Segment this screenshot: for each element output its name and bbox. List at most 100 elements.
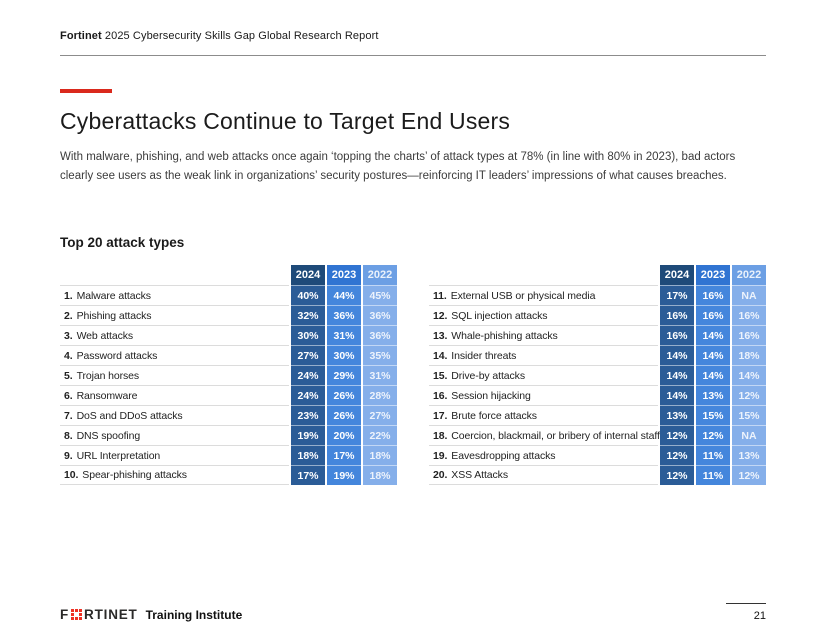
value-2024: 27%	[291, 345, 325, 366]
year-column-header-2024: 2024	[660, 265, 694, 286]
attack-name-cell: 14. Insider threats	[429, 345, 658, 365]
attack-rank: 9.	[64, 449, 73, 462]
value-2022: 12%	[732, 385, 766, 406]
value-2023: 19%	[327, 465, 361, 486]
attack-tables: 2024 2023 2022 1. Malware attacks 40% 44% 45% 2.…	[60, 265, 766, 486]
attack-name: Coercion, blackmail, or bribery of inter…	[451, 429, 660, 442]
logo-dot	[79, 617, 83, 620]
value-2022: 31%	[363, 365, 397, 386]
logo-letter-f: F	[60, 607, 70, 622]
value-2024: 24%	[291, 385, 325, 406]
attack-row: 20. XSS Attacks 12% 11% 12%	[429, 465, 766, 486]
header-brand: Fortinet	[60, 30, 102, 42]
attack-row: 5. Trojan horses 24% 29% 31%	[60, 365, 397, 386]
fortinet-logo: F RTINET	[60, 607, 138, 622]
value-2024: 12%	[660, 425, 694, 446]
value-2022: 13%	[732, 445, 766, 466]
year-column-header-2024: 2024	[291, 265, 325, 286]
table-header-spacer	[60, 265, 289, 285]
section-title: Top 20 attack types	[60, 235, 185, 251]
value-2024: 30%	[291, 325, 325, 346]
value-2022: 27%	[363, 405, 397, 426]
attack-name-cell: 11. External USB or physical media	[429, 285, 658, 305]
table-header-row: 2024 2023 2022	[429, 265, 766, 286]
value-2024: 12%	[660, 465, 694, 486]
value-2022: 22%	[363, 425, 397, 446]
value-2022: NA	[732, 425, 766, 446]
attack-rank: 4.	[64, 349, 73, 362]
value-2022: 36%	[363, 325, 397, 346]
value-2024: 40%	[291, 285, 325, 306]
attack-name-cell: 16. Session hijacking	[429, 385, 658, 405]
value-2022: 16%	[732, 305, 766, 326]
attack-name: Eavesdropping attacks	[451, 449, 556, 462]
attack-name: Spear-phishing attacks	[82, 469, 187, 482]
attack-name: DNS spoofing	[76, 429, 141, 442]
attack-rank: 13.	[433, 329, 448, 342]
attack-row: 19. Eavesdropping attacks 12% 11% 13%	[429, 445, 766, 466]
value-2023: 16%	[696, 305, 730, 326]
attack-name-cell: 8. DNS spoofing	[60, 425, 289, 445]
value-2024: 12%	[660, 445, 694, 466]
document-footer: F RTINET Training Institute 21	[60, 603, 766, 622]
attack-rank: 1.	[64, 289, 73, 302]
value-2022: 18%	[363, 445, 397, 466]
attack-name-cell: 13. Whale-phishing attacks	[429, 325, 658, 345]
accent-dash	[60, 89, 112, 93]
attack-name: External USB or physical media	[450, 289, 596, 302]
attack-row: 9. URL Interpretation 18% 17% 18%	[60, 445, 397, 466]
attack-row: 11. External USB or physical media 17% 16% N…	[429, 285, 766, 306]
attack-table-right: 2024 2023 2022 11. External USB or physical …	[429, 265, 766, 486]
attack-name: Trojan horses	[76, 369, 140, 382]
logo-dot	[75, 609, 79, 612]
value-2024: 18%	[291, 445, 325, 466]
attack-name: Phishing attacks	[76, 309, 152, 322]
attack-rank: 19.	[433, 449, 448, 462]
attack-name: Password attacks	[76, 349, 158, 362]
value-2024: 19%	[291, 425, 325, 446]
attack-name: Insider threats	[451, 349, 517, 362]
attack-rank: 18.	[433, 429, 448, 442]
attack-row: 8. DNS spoofing 19% 20% 22%	[60, 425, 397, 446]
header-report-title: 2025 Cybersecurity Skills Gap Global Res…	[104, 30, 379, 42]
value-2022: 28%	[363, 385, 397, 406]
value-2023: 30%	[327, 345, 361, 366]
value-2024: 17%	[291, 465, 325, 486]
attack-row: 17. Brute force attacks 13% 15% 15%	[429, 405, 766, 426]
value-2024: 16%	[660, 305, 694, 326]
attack-name: Drive-by attacks	[451, 369, 525, 382]
attack-name-cell: 4. Password attacks	[60, 345, 289, 365]
attack-rank: 8.	[64, 429, 73, 442]
attack-rank: 16.	[433, 389, 448, 402]
table-header-spacer	[429, 265, 658, 285]
attack-name: SQL injection attacks	[451, 309, 548, 322]
year-column-header-2023: 2023	[327, 265, 361, 286]
value-2024: 24%	[291, 365, 325, 386]
attack-rank: 11.	[433, 289, 447, 302]
logo-dot	[71, 609, 75, 612]
year-column-header-2023: 2023	[696, 265, 730, 286]
value-2023: 14%	[696, 365, 730, 386]
attack-name: Whale-phishing attacks	[451, 329, 558, 342]
fortinet-dot-grid-icon	[71, 609, 83, 620]
attack-rank: 7.	[64, 409, 73, 422]
value-2023: 11%	[696, 465, 730, 486]
value-2022: 18%	[363, 465, 397, 486]
value-2024: 13%	[660, 405, 694, 426]
attack-row: 1. Malware attacks 40% 44% 45%	[60, 285, 397, 306]
attack-row: 14. Insider threats 14% 14% 18%	[429, 345, 766, 366]
attack-name: Session hijacking	[451, 389, 531, 402]
value-2023: 13%	[696, 385, 730, 406]
value-2024: 14%	[660, 365, 694, 386]
attack-rank: 3.	[64, 329, 73, 342]
attack-rank: 20.	[433, 469, 448, 482]
attack-row: 18. Coercion, blackmail, or bribery of in…	[429, 425, 766, 446]
attack-name: DoS and DDoS attacks	[76, 409, 183, 422]
logo-dot	[79, 609, 83, 612]
value-2022: 35%	[363, 345, 397, 366]
value-2023: 15%	[696, 405, 730, 426]
attack-row: 7. DoS and DDoS attacks 23% 26% 27%	[60, 405, 397, 426]
attack-table-left: 2024 2023 2022 1. Malware attacks 40% 44% 45% 2.…	[60, 265, 397, 486]
table-header-row: 2024 2023 2022	[60, 265, 397, 286]
